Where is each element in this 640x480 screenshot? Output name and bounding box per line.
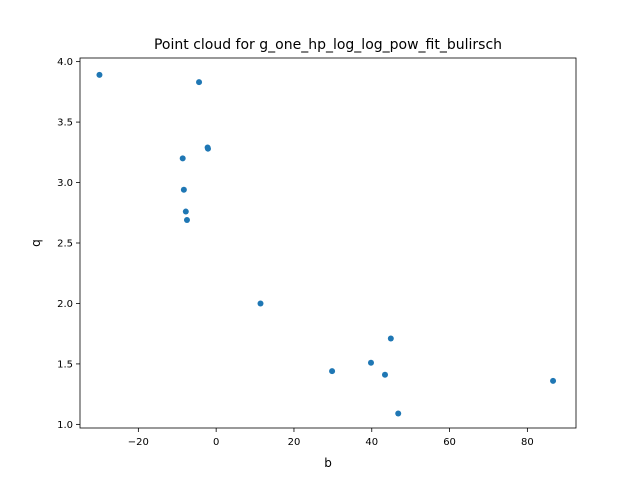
x-tick-label: 0 <box>213 437 219 448</box>
chart-title: Point cloud for g_one_hp_log_log_pow_fit… <box>154 37 502 53</box>
data-point <box>550 377 557 384</box>
data-point <box>196 79 203 86</box>
data-point <box>387 335 394 342</box>
y-tick-label: 1.0 <box>57 420 73 431</box>
x-tick-label: 60 <box>443 437 456 448</box>
x-tick-label: −20 <box>128 437 149 448</box>
data-point <box>395 410 402 417</box>
y-tick-label: 3.5 <box>57 118 73 129</box>
data-point <box>329 368 336 375</box>
y-tick-label: 2.5 <box>57 239 73 250</box>
data-point <box>182 208 189 215</box>
data-point <box>183 217 190 224</box>
data-point <box>179 155 186 162</box>
data-point <box>180 186 187 193</box>
y-tick-label: 3.0 <box>57 178 73 189</box>
ticks-layer: −20 0 20 40 60 80 1.0 1.5 2.0 2.5 3.0 3.5 4.0 <box>57 57 534 448</box>
x-tick-label: 80 <box>521 437 534 448</box>
y-tick-label: 2.0 <box>57 299 73 310</box>
y-tick-label: 1.5 <box>57 359 73 370</box>
plot-frame <box>79 57 577 429</box>
data-point <box>381 371 388 378</box>
data-point <box>204 145 211 152</box>
x-tick-label: 40 <box>365 437 378 448</box>
y-axis-label: q <box>29 239 43 247</box>
x-axis-label: b <box>324 456 332 470</box>
x-tick-label: 20 <box>288 437 301 448</box>
points-layer <box>96 71 557 417</box>
y-tick-label: 4.0 <box>57 57 73 68</box>
data-point <box>257 300 264 307</box>
data-point <box>367 359 374 366</box>
data-point <box>96 71 103 78</box>
